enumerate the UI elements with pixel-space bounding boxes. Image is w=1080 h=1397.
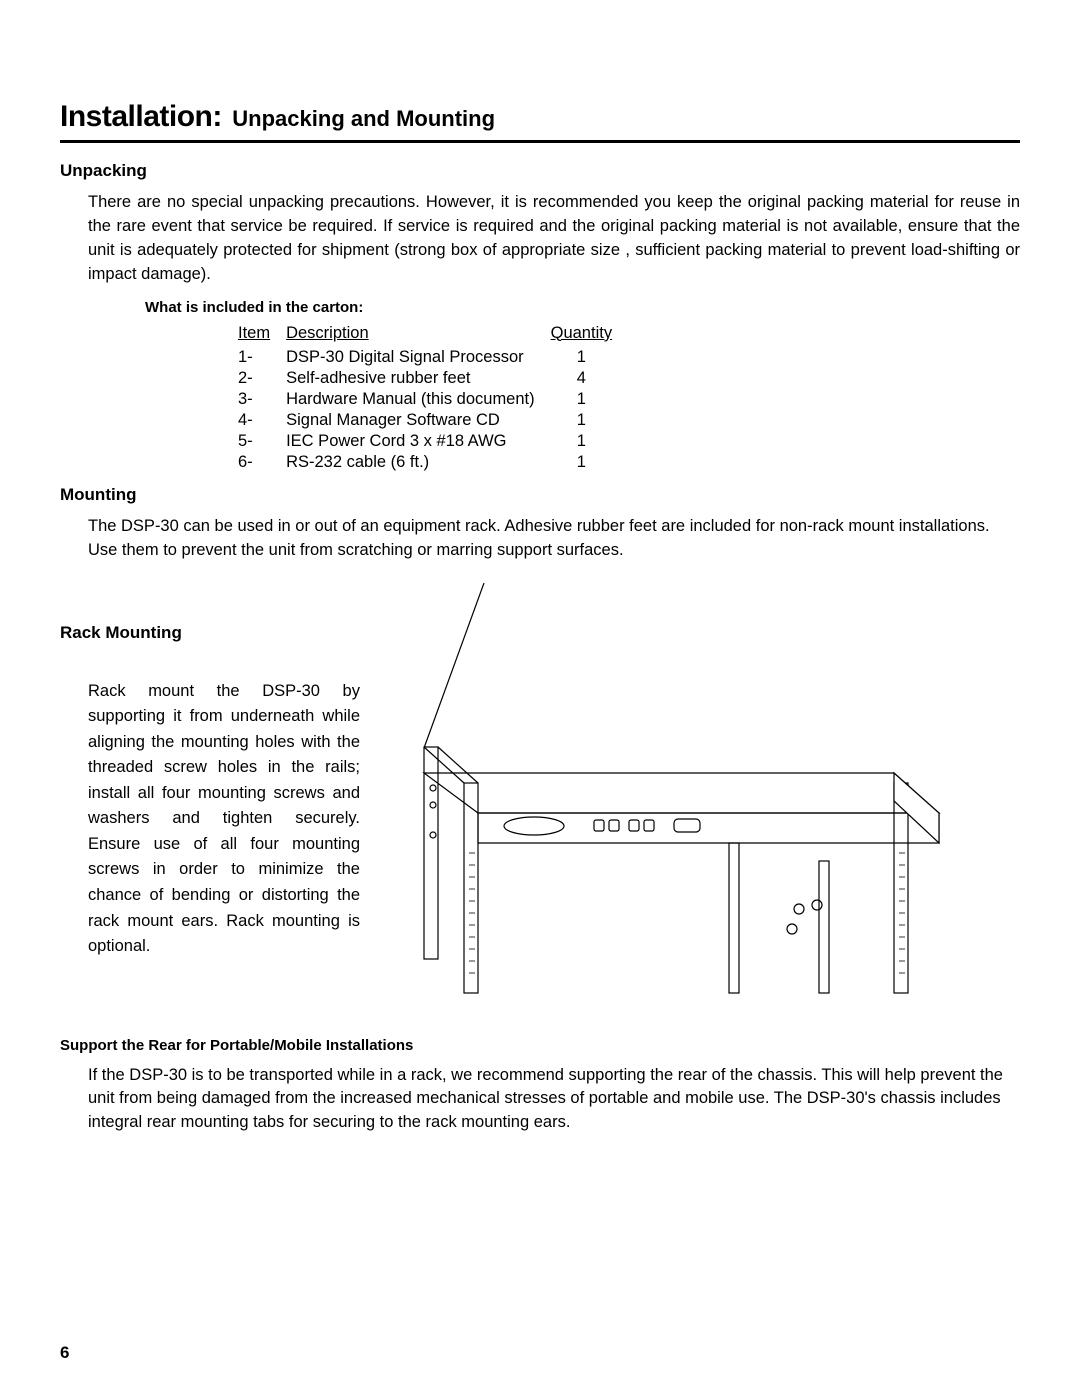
paragraph-rack-mounting: Rack mount the DSP-30 by supporting it f… [88,679,360,960]
cell-desc: Self-adhesive rubber feet [278,368,543,389]
table-header-row: Item Description Quantity [230,322,620,347]
table-row: 3- Hardware Manual (this document) 1 [230,389,620,410]
carton-included-label: What is included in the carton: [145,299,1020,316]
cell-item: 3- [230,389,278,410]
col-item: Item [230,322,278,347]
rack-diagram-svg [378,583,1020,1013]
cell-item: 5- [230,431,278,452]
cell-qty: 1 [543,410,620,431]
page-title-block: Installation: Unpacking and Mounting [60,100,1020,143]
heading-support-rear: Support the Rear for Portable/Mobile Ins… [60,1037,1020,1054]
heading-mounting: Mounting [60,485,1020,505]
paragraph-mounting: The DSP-30 can be used in or out of an e… [88,515,1020,563]
cell-qty: 1 [543,389,620,410]
rack-diagram [378,583,1020,1013]
cell-qty: 1 [543,347,620,368]
cell-item: 2- [230,368,278,389]
table-row: 4- Signal Manager Software CD 1 [230,410,620,431]
title-main: Installation: [60,100,222,133]
heading-unpacking: Unpacking [60,161,1020,181]
cell-item: 6- [230,452,278,473]
cell-qty: 4 [543,368,620,389]
table-row: 1- DSP-30 Digital Signal Processor 1 [230,347,620,368]
cell-qty: 1 [543,452,620,473]
carton-table: Item Description Quantity 1- DSP-30 Digi… [230,322,620,473]
cell-desc: DSP-30 Digital Signal Processor [278,347,543,368]
cell-desc: Signal Manager Software CD [278,410,543,431]
cell-desc: RS-232 cable (6 ft.) [278,452,543,473]
table-row: 2- Self-adhesive rubber feet 4 [230,368,620,389]
cell-item: 1- [230,347,278,368]
table-row: 5- IEC Power Cord 3 x #18 AWG 1 [230,431,620,452]
paragraph-unpacking: There are no special unpacking precautio… [88,191,1020,287]
cell-item: 4- [230,410,278,431]
paragraph-support-rear: If the DSP-30 is to be transported while… [88,1064,1020,1136]
cell-qty: 1 [543,431,620,452]
cell-desc: Hardware Manual (this document) [278,389,543,410]
heading-rack-mounting: Rack Mounting [60,623,360,643]
title-sub: Unpacking and Mounting [232,106,495,131]
col-description: Description [278,322,543,347]
col-quantity: Quantity [543,322,620,347]
table-row: 6- RS-232 cable (6 ft.) 1 [230,452,620,473]
cell-desc: IEC Power Cord 3 x #18 AWG [278,431,543,452]
page-number: 6 [60,1343,69,1363]
